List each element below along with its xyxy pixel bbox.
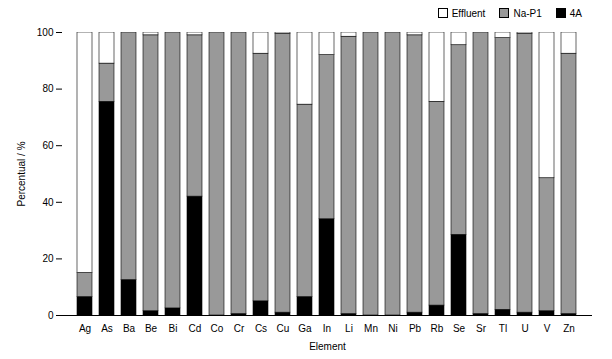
svg-text:Cd: Cd <box>189 323 202 334</box>
html-text:Effluent: Effluent <box>451 7 486 19</box>
html-text:Na-P1: Na-P1 <box>513 7 542 19</box>
svg-text:Cr: Cr <box>234 323 245 334</box>
svg-text:As: As <box>101 323 113 334</box>
html-text:4A: 4A <box>569 7 582 19</box>
svg-text:60: 60 <box>42 140 54 151</box>
svg-text:Li: Li <box>345 323 353 334</box>
svg-text:Cu: Cu <box>277 323 290 334</box>
svg-text:Bi: Bi <box>169 323 178 334</box>
svg-text:Ni: Ni <box>388 323 397 334</box>
svg-text:Zn: Zn <box>563 323 575 334</box>
svg-text:40: 40 <box>42 197 54 208</box>
svg-text:Ga: Ga <box>298 323 312 334</box>
svg-text:Be: Be <box>145 323 158 334</box>
svg-text:Rb: Rb <box>431 323 444 334</box>
svg-text:Ag: Ag <box>79 323 91 334</box>
svg-text:80: 80 <box>42 83 54 94</box>
svg-text:Co: Co <box>211 323 224 334</box>
svg-text:Percentual / %: Percentual / % <box>16 141 27 206</box>
svg-text:U: U <box>521 323 528 334</box>
svg-text:Sr: Sr <box>476 323 487 334</box>
svg-text:Se: Se <box>453 323 466 334</box>
svg-text:Tl: Tl <box>499 323 507 334</box>
svg-text:Cs: Cs <box>255 323 267 334</box>
svg-text:V: V <box>544 323 551 334</box>
svg-text:20: 20 <box>42 253 54 264</box>
svg-text:In: In <box>323 323 331 334</box>
svg-text:Pb: Pb <box>409 323 422 334</box>
svg-text:100: 100 <box>37 27 54 38</box>
svg-text:0: 0 <box>48 310 54 321</box>
svg-text:Element: Element <box>309 341 346 352</box>
svg-text:Ba: Ba <box>123 323 136 334</box>
svg-text:Mn: Mn <box>364 323 378 334</box>
